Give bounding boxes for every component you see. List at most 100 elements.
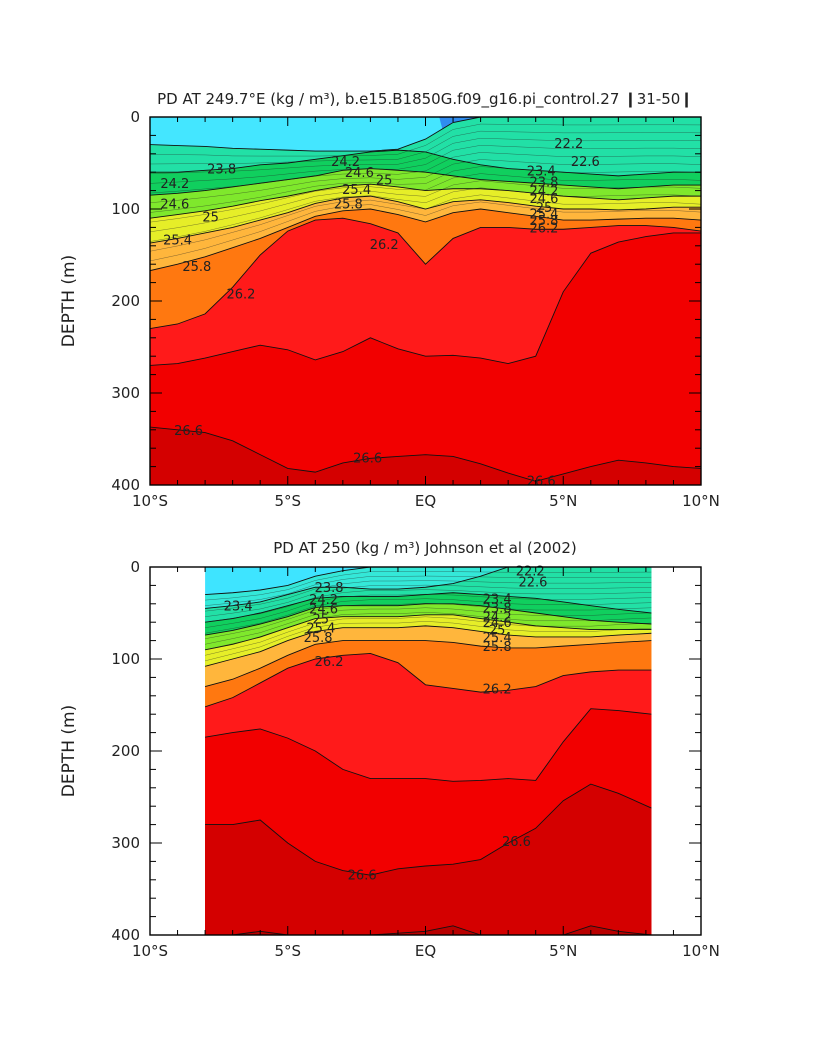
bottom-panel-axes: 10°S 5°S EQ 5°N 10°N 0 100 200 300 400 [111,558,720,960]
x-tick-label: EQ [415,492,436,510]
contour-label: 23.8 [207,163,236,178]
contour-label: 25.8 [483,640,512,655]
x-tick-label: 5°N [549,492,577,510]
bottom-panel-contours [204,567,652,935]
y-tick-label: 0 [130,108,140,126]
contour-label: 25 [536,201,553,216]
contour-label: 26.6 [527,474,556,489]
isopycnal-line-26-4 [205,708,652,782]
x-tick-label: 5°S [274,942,301,960]
contour-label: 26.2 [483,682,512,697]
isopycnal-line-minor [205,584,652,617]
y-tick-label: 400 [111,476,140,494]
isopycnal-line-26-2 [150,217,701,330]
isopycnal-line-26-6 [205,783,652,876]
contour-label: 24.2 [483,611,512,626]
contour-label: 22.2 [554,137,583,152]
contour-label: 25 [489,624,506,639]
contour-label: 24.2 [529,185,558,200]
x-tick-label: 10°N [682,492,720,510]
contour-label: 24.2 [309,593,338,608]
isopycnal-line-25-8 [150,208,701,272]
isopycnal-line-minor [150,152,701,194]
isopycnal-line-26-4 [150,232,701,366]
isopycnal-line-minor [205,580,652,612]
contour-label: 25 [202,210,219,225]
top-panel: PD AT 249.7°E (kg / m³), b.e15.B1850G.f0… [59,90,720,510]
isopycnal-line-minor [150,145,701,184]
isopycnal-line-minor [205,593,652,628]
top-panel-title: PD AT 249.7°E (kg / m³), b.e15.B1850G.f0… [157,90,693,109]
isopycnal-line-minor [205,598,652,634]
contour-label: 25.8 [304,631,333,646]
contour-label: 25.4 [342,183,371,198]
isopycnal-line-25 [150,183,701,219]
y-tick-label: 100 [111,200,140,218]
x-tick-label: 10°N [682,942,720,960]
contour-label: 25.4 [306,622,335,637]
contour-label: 22.2 [516,565,545,580]
contour-label: 24.6 [160,197,189,212]
contour-label: 26.2 [529,221,558,236]
isopycnal-fill-26-6 [205,784,652,935]
bottom-panel-ylabel: DEPTH (m) [59,705,79,797]
isopycnal-line-minor [150,159,701,204]
isopycnal-line-26-6 [150,426,701,482]
bottom-panel-title: PD AT 250 (kg / m³) Johnson et al (2002) [273,539,576,557]
contour-label: 24.2 [331,155,360,170]
isopycnal-line-23-8 [205,567,652,609]
contour-label: 24.6 [309,602,338,617]
top-panel-fill [150,117,701,485]
contour-label: 26.2 [315,655,344,670]
isopycnal-line-minor [150,194,701,252]
isopycnal-line-24-2 [205,592,652,623]
isopycnal-line-minor [205,602,652,640]
isopycnal-fill-26-8 [205,925,652,935]
isopycnal-line-minor [150,180,701,233]
contour-label: 25.8 [529,214,558,229]
top-panel-axes: 10°S 5°S EQ 5°N 10°N 0 100 200 300 400 [111,108,720,510]
contour-label: 25.8 [182,260,211,275]
contour-label: 26.6 [348,868,377,883]
contour-label: 25.4 [483,631,512,646]
contour-label: 26.6 [502,835,531,850]
y-tick-label: 100 [111,650,140,668]
contour-label: 23.4 [483,592,512,607]
bottom-panel: PD AT 250 (kg / m³) Johnson et al (2002)… [59,539,720,960]
isopycnal-line-25-8 [204,640,652,688]
isopycnal-line-25-4 [204,625,652,667]
x-tick-label: 5°S [274,492,301,510]
contour-label: 23.8 [483,601,512,616]
isopycnal-line-minor [205,589,652,623]
contour-label: 24.2 [160,177,189,192]
isopycnal-line-minor [150,130,701,165]
isopycnal-line-23-8 [150,117,701,152]
contour-label: 25.8 [334,197,363,212]
bottom-panel-contour-labels: 23.423.824.224.62525.425.826.222.222.623… [224,565,548,884]
y-tick-label: 200 [111,292,140,310]
isopycnal-line-minor [205,616,652,656]
isopycnal-fill-26-6 [150,427,701,485]
contour-label: 26.2 [226,288,255,303]
x-tick-label: 5°N [549,942,577,960]
contour-label: 26.2 [370,238,399,253]
isopycnal-line-minor [205,621,652,662]
bottom-panel-fill [205,567,652,935]
isopycnal-line-minor [205,575,652,606]
isopycnal-line-23-4 [205,567,652,596]
top-panel-ylabel: DEPTH (m) [59,255,79,347]
contour-label: 26.6 [353,451,382,466]
contour-label: 24.6 [529,192,558,207]
isopycnal-line-minor [150,173,701,223]
x-tick-label: EQ [415,942,436,960]
contour-label: 23.8 [529,175,558,190]
contour-label: 25 [313,613,330,628]
x-tick-label: 10°S [132,942,168,960]
isopycnal-line-minor [150,166,701,213]
x-tick-label: 10°S [132,492,168,510]
isopycnal-line-24-6 [205,603,652,636]
y-tick-label: 300 [111,384,140,402]
isopycnal-line-minor [150,137,701,174]
isopycnal-line-minor [150,123,701,157]
contour-label: 22.6 [571,155,600,170]
